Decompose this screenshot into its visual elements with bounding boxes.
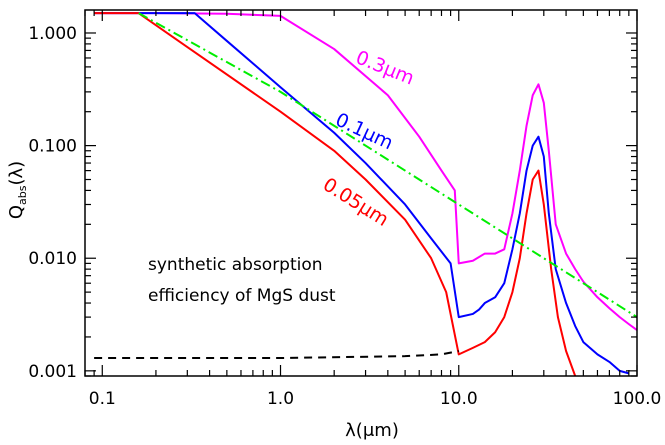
x-tick-label: 10.0: [440, 389, 478, 409]
y-tick-label: 0.010: [28, 249, 77, 269]
x-tick-label: 0.1: [89, 389, 116, 409]
series-line-dash-dot-powerlaw: [138, 12, 637, 318]
x-axis-title: λ(μm): [345, 420, 399, 441]
series-layer: [94, 12, 637, 376]
plot-frame: [84, 9, 638, 377]
y-tick-label: 0.001: [28, 362, 77, 382]
series-line-0.05m: [94, 12, 577, 376]
y-axis-title-rest: (λ): [6, 161, 27, 186]
axes-layer: 0.1 1.0 10.0 100.0 0.001 0.010 0.100 1.000: [28, 9, 662, 409]
y-axis-title-main: Q: [6, 205, 27, 219]
x-tick-label: 100.0: [613, 389, 662, 409]
series-line-dashed-floor: [94, 350, 459, 360]
annotation-line-2: efficiency of MgS dust: [148, 286, 336, 306]
y-axis-title: Qabs(λ): [6, 161, 29, 219]
y-tick-label: 1.000: [28, 24, 77, 44]
annotation-line-1: synthetic absorption: [148, 255, 323, 275]
series-line-0.1m: [94, 12, 630, 375]
y-tick-label: 0.100: [28, 137, 77, 157]
y-axis-title-sub: abs: [16, 185, 29, 205]
x-tick-label: 1.0: [267, 389, 294, 409]
